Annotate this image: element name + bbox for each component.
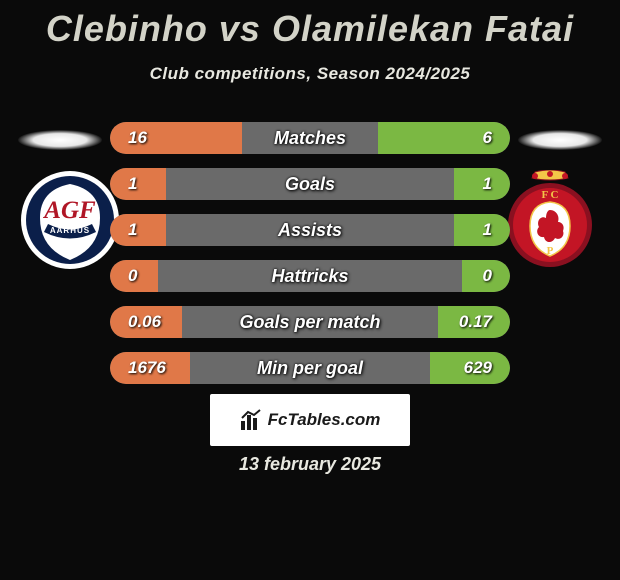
svg-text:AARHUS: AARHUS <box>50 226 90 235</box>
stat-label: Goals <box>110 168 510 200</box>
stat-row: 1676629Min per goal <box>110 352 510 384</box>
stat-label: Min per goal <box>110 352 510 384</box>
footer-date: 13 february 2025 <box>0 454 620 475</box>
stats-area: 166Matches 11Goals 11Assists 00Hattricks 0.0… <box>110 122 510 398</box>
stat-row: 00Hattricks <box>110 260 510 292</box>
stat-label: Assists <box>110 214 510 246</box>
stat-row: 11Assists <box>110 214 510 246</box>
stat-label: Goals per match <box>110 306 510 338</box>
page-title: Clebinho vs Olamilekan Fatai <box>0 0 620 50</box>
stat-label: Matches <box>110 122 510 154</box>
page-subtitle: Club competitions, Season 2024/2025 <box>0 64 620 84</box>
stat-row: 166Matches <box>110 122 510 154</box>
stat-row: 11Goals <box>110 168 510 200</box>
fctables-logo-icon <box>240 409 262 431</box>
stat-label: Hattricks <box>110 260 510 292</box>
footer-brand-box: FcTables.com <box>210 394 410 446</box>
svg-text:F C: F C <box>541 189 558 201</box>
stat-row: 0.060.17Goals per match <box>110 306 510 338</box>
svg-text:AGF: AGF <box>42 197 96 224</box>
team-badge-left: AGF AARHUS <box>20 170 120 270</box>
platform-right <box>518 130 602 150</box>
svg-text:P: P <box>547 245 554 257</box>
team-badge-right: F C P <box>500 170 600 270</box>
footer-brand-text: FcTables.com <box>268 410 381 430</box>
platform-left <box>18 130 102 150</box>
